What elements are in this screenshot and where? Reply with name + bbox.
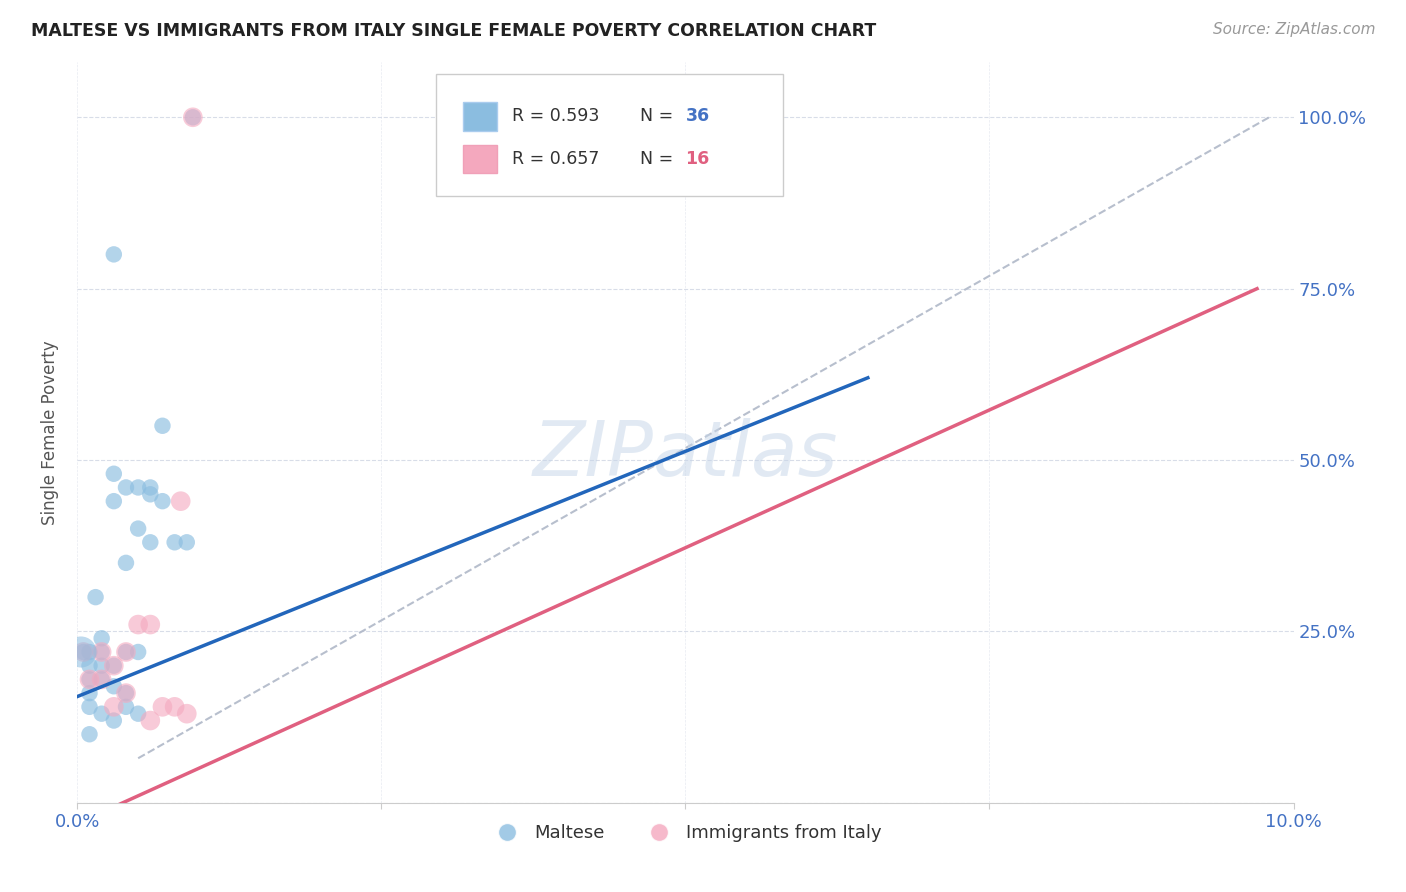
Point	[181, 110, 204, 124]
Point	[115, 699, 138, 714]
Point	[139, 480, 162, 494]
Point	[103, 467, 125, 481]
Point	[90, 645, 112, 659]
Point	[152, 699, 174, 714]
Point	[115, 645, 138, 659]
Y-axis label: Single Female Poverty: Single Female Poverty	[41, 341, 59, 524]
Point	[127, 617, 149, 632]
Point	[163, 699, 186, 714]
Point	[79, 727, 101, 741]
Text: Source: ZipAtlas.com: Source: ZipAtlas.com	[1212, 22, 1375, 37]
Point	[79, 673, 101, 687]
Text: 36: 36	[686, 108, 710, 126]
Point	[72, 645, 94, 659]
Text: 16: 16	[686, 150, 710, 168]
Point	[72, 645, 94, 659]
Point	[79, 699, 101, 714]
Point	[152, 418, 174, 433]
Text: MALTESE VS IMMIGRANTS FROM ITALY SINGLE FEMALE POVERTY CORRELATION CHART: MALTESE VS IMMIGRANTS FROM ITALY SINGLE …	[31, 22, 876, 40]
Point	[139, 535, 162, 549]
Point	[170, 494, 193, 508]
Point	[115, 686, 138, 700]
Point	[90, 673, 112, 687]
Point	[79, 658, 101, 673]
Point	[70, 645, 93, 659]
Point	[176, 535, 198, 549]
Point	[139, 714, 162, 728]
Point	[90, 673, 112, 687]
Point	[103, 247, 125, 261]
Point	[127, 706, 149, 721]
Point	[163, 535, 186, 549]
Point	[103, 714, 125, 728]
Point	[127, 480, 149, 494]
Point	[90, 658, 112, 673]
Point	[103, 658, 125, 673]
Point	[90, 706, 112, 721]
Point	[139, 617, 162, 632]
Text: R = 0.593: R = 0.593	[512, 108, 599, 126]
Point	[115, 556, 138, 570]
Point	[103, 699, 125, 714]
Point	[127, 522, 149, 536]
Point	[103, 679, 125, 693]
Point	[79, 673, 101, 687]
Bar	[463, 103, 496, 130]
Point	[103, 494, 125, 508]
Text: R = 0.657: R = 0.657	[512, 150, 599, 168]
Bar	[463, 145, 496, 173]
Point	[79, 686, 101, 700]
Point	[79, 645, 101, 659]
Point	[115, 480, 138, 494]
Point	[176, 706, 198, 721]
Point	[152, 494, 174, 508]
Point	[84, 590, 107, 604]
Point	[139, 487, 162, 501]
Point	[90, 645, 112, 659]
Text: ZIPatlas: ZIPatlas	[533, 417, 838, 491]
Point	[181, 110, 204, 124]
Legend: Maltese, Immigrants from Italy: Maltese, Immigrants from Italy	[482, 817, 889, 849]
Point	[127, 645, 149, 659]
Point	[115, 645, 138, 659]
Point	[115, 686, 138, 700]
Point	[103, 658, 125, 673]
FancyBboxPatch shape	[436, 73, 783, 195]
Text: N =: N =	[640, 108, 679, 126]
Text: N =: N =	[640, 150, 679, 168]
Point	[90, 632, 112, 646]
